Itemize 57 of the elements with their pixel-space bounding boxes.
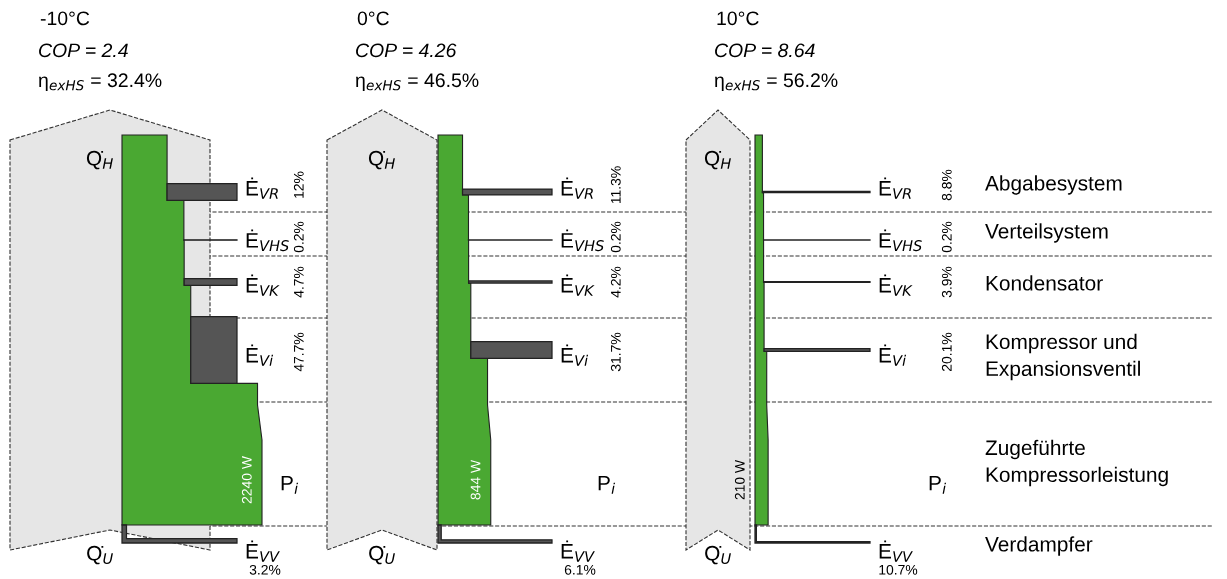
data-label: 31.7% [610, 332, 621, 372]
category-label: Ė$_{VK}$ [246, 274, 280, 296]
data-label: 12% [293, 171, 304, 198]
data-label: 8.8% [941, 169, 952, 201]
text: Q̇$_{U}$ [705, 545, 731, 565]
text: 844 W [470, 459, 481, 500]
category-label: Ė$_{VR}$ [879, 177, 911, 199]
text: P$_{i}$ [598, 476, 616, 494]
text: Zugeführte Kompressorleistung [985, 439, 1168, 487]
category-label: Ė$_{VHS}$ [561, 229, 604, 252]
text: Q̇$_{H}$ [368, 150, 395, 170]
text: COP = 4.26 [356, 43, 457, 58]
text: 10°C [717, 11, 759, 26]
category-label: Ė$_{VV}$ [561, 540, 595, 562]
text: η$_{exHS}$ = 56.2% [715, 73, 838, 91]
data-label: 4.7% [293, 266, 304, 298]
data-label: 0.2% [941, 221, 952, 253]
text: Q̇$_{U}$ [87, 545, 113, 565]
data-label: 10.7% [879, 564, 918, 575]
data-label: 0.2% [610, 221, 621, 253]
text: Verteilsystem [985, 223, 1108, 243]
data-label: 3.2% [249, 564, 281, 575]
text: -10°C [40, 11, 90, 26]
data-label: 6.1% [564, 564, 596, 575]
text: P$_{i}$ [281, 476, 299, 494]
category-label: Ė$_{Vi}$ [561, 344, 589, 366]
data-label: 11.3% [610, 166, 621, 204]
text: 210 W [734, 459, 745, 500]
text: P$_{i}$ [929, 476, 947, 494]
category-label: Ė$_{Vi}$ [246, 344, 274, 366]
data-label: 4.2% [610, 266, 621, 298]
category-label: Ė$_{VR}$ [561, 177, 593, 199]
category-label: Ė$_{VK}$ [879, 274, 913, 296]
category-label: Ė$_{Vi}$ [879, 344, 907, 366]
category-label: Ė$_{VV}$ [246, 540, 280, 562]
text: Verdampfer [985, 536, 1093, 556]
data-label: 3.9% [941, 266, 952, 298]
text: Kondensator [986, 275, 1103, 291]
text: Abgabesystem [985, 175, 1122, 195]
category-label: Ė$_{VHS}$ [879, 229, 922, 252]
text: COP = 2.4 [39, 43, 128, 58]
data-label: 47.7% [293, 332, 304, 372]
data-label: 20.1% [941, 332, 952, 371]
text: COP = 8.64 [715, 43, 815, 58]
text: Kompressor und Expansionsventil [986, 333, 1140, 381]
text: 2240 W [241, 456, 252, 504]
category-label: Ė$_{VK}$ [561, 274, 595, 296]
data-label: 0.2% [293, 221, 304, 253]
category-label: Ė$_{VHS}$ [246, 229, 289, 252]
text: 0°C [357, 11, 389, 26]
text: Q̇$_{H}$ [86, 150, 113, 170]
text: η$_{exHS}$ = 46.5% [356, 73, 479, 91]
text: Q̇$_{U}$ [369, 545, 395, 565]
category-label: Ė$_{VR}$ [246, 177, 278, 199]
text: Q̇$_{H}$ [704, 150, 731, 170]
category-label: Ė$_{VV}$ [879, 540, 913, 562]
text: η$_{exHS}$ = 32.4% [39, 73, 162, 91]
